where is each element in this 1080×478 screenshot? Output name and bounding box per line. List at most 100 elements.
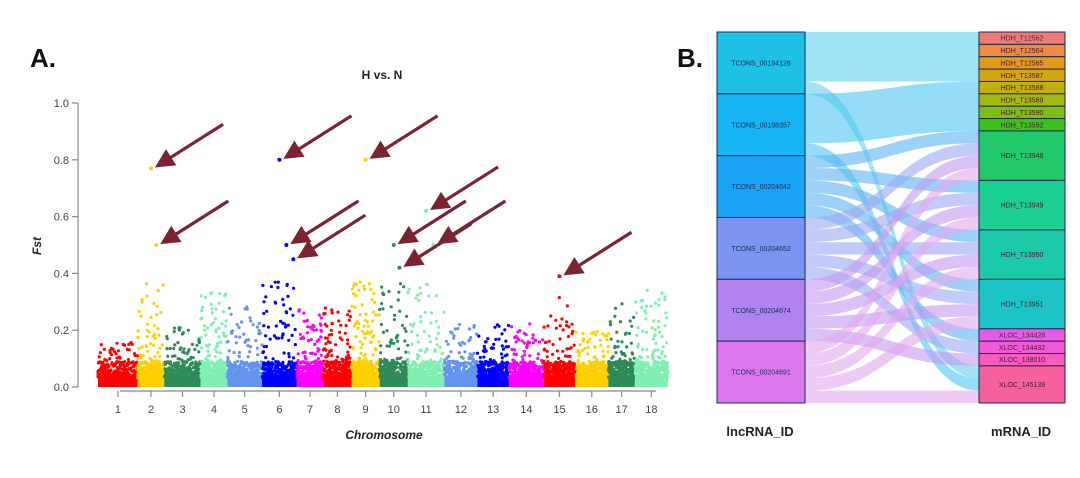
data-point [180,364,184,368]
data-point [215,350,219,354]
data-point [303,350,307,354]
data-point [119,376,123,380]
data-point [194,366,198,370]
data-point [248,362,252,366]
right-node-label: XLOC_138010 [999,357,1045,364]
data-point [363,336,367,340]
data-point [482,367,486,371]
data-point [254,339,258,343]
data-point [316,347,320,351]
data-point [266,375,270,379]
point-band [296,377,324,387]
data-point [364,357,368,361]
data-point [503,328,507,332]
data-point [467,327,472,331]
data-point [642,361,647,365]
data-point [252,372,256,376]
data-point [189,371,193,375]
data-point [457,322,462,327]
data-point [549,314,553,318]
data-point [282,365,286,369]
data-point [152,373,156,377]
data-point [586,345,590,349]
data-point [580,348,585,352]
data-point [641,347,645,351]
data-point [126,375,130,379]
data-point [494,375,498,379]
data-point [661,368,666,373]
data-point [663,360,667,364]
data-point [656,325,661,329]
data-point [291,313,295,317]
data-point [257,328,261,332]
data-point [458,362,462,366]
data-point [189,367,193,371]
data-point [121,363,126,367]
data-point [614,372,618,376]
data-point [660,352,664,356]
data-point [140,300,144,304]
data-point [245,368,249,372]
data-point [428,340,433,344]
data-point [636,345,640,349]
data-point [114,369,119,373]
data-point [255,346,259,350]
data-point [207,353,211,357]
data-point [296,352,300,356]
data-point [613,346,617,350]
data-point [651,350,655,354]
data-point [366,324,370,328]
data-point [233,360,237,364]
x-tick-label: 2 [148,404,154,416]
data-point [323,347,327,351]
data-point [340,338,344,342]
data-point [627,361,632,365]
data-point [264,344,269,349]
point-band [323,377,352,387]
data-point [360,342,365,346]
data-point [323,311,327,316]
highlight-arrow [429,165,499,211]
data-point [284,325,288,329]
data-point [145,322,150,326]
x-tick-label: 18 [645,404,657,416]
data-point [247,375,251,379]
data-point [637,362,641,366]
data-point [354,294,358,298]
data-point [312,324,316,329]
data-point [554,318,558,322]
chromosome-5-points [225,305,264,387]
left-nodes: TCONS_00194128TCONS_00198357TCONS_002046… [716,31,806,404]
data-point [358,340,362,344]
data-point [232,350,236,355]
data-point [437,325,441,329]
data-point [586,340,590,344]
data-point [271,357,275,361]
data-point [469,356,474,360]
data-point [450,331,454,335]
data-point [199,294,203,298]
left-node-label: TCONS_00204691 [731,370,791,377]
chromosome-16-points [574,329,610,387]
y-tick-label: 0.0 [54,382,69,394]
data-point [299,361,303,365]
data-point [466,376,470,380]
data-point [270,373,274,377]
data-point [609,337,613,341]
data-point [273,280,277,284]
data-point [547,339,551,343]
data-point [217,326,221,330]
data-point [172,330,176,334]
data-point [210,311,214,315]
data-point [520,375,524,379]
data-point [282,322,286,326]
data-point [150,375,154,379]
data-point [443,358,447,362]
highlight-arrow [563,230,633,276]
data-point [302,336,306,340]
data-point [115,341,119,345]
data-point [618,375,622,379]
data-point [280,372,284,376]
data-point [482,344,486,348]
data-point [172,346,176,350]
